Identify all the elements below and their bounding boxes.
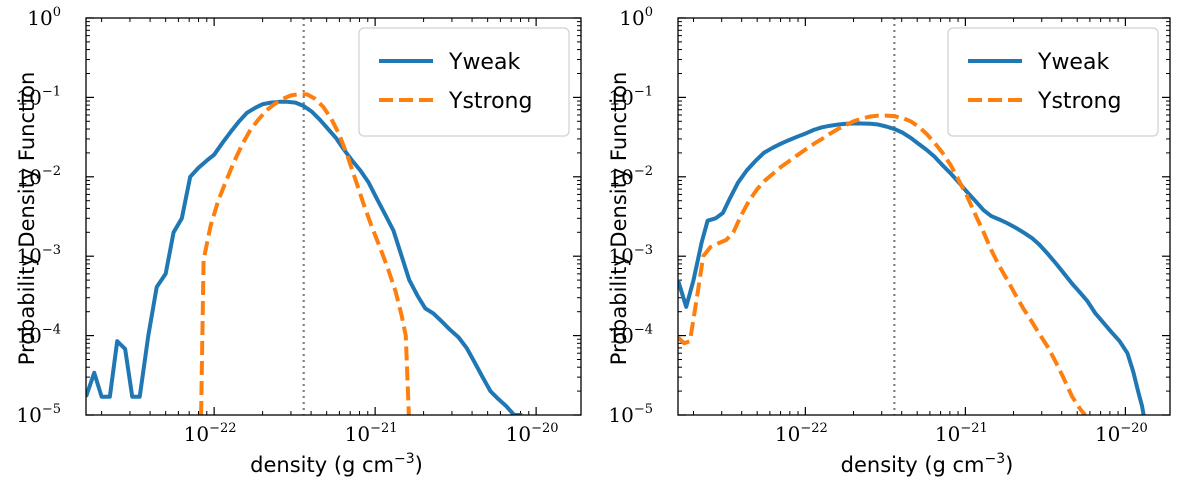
y-tick-label: 10−2	[16, 164, 61, 189]
plot-frame	[85, 17, 582, 416]
y-tick-label: 100	[27, 5, 61, 30]
legend-label-ystrong: Ystrong	[448, 89, 532, 114]
x-axis-label: density (g cm−3)	[250, 451, 423, 477]
y-tick-label: 10−4	[608, 323, 653, 348]
series-line-ystrong	[678, 113, 1087, 415]
x-tick-label: 10−21	[935, 421, 988, 446]
x-axis-label: density (g cm−3)	[841, 451, 1014, 477]
series-line-yweak	[86, 99, 523, 415]
legend-label-yweak: Yweak	[448, 50, 520, 75]
legend-box	[358, 27, 570, 137]
y-axis-label: Probability Density Function	[15, 72, 39, 366]
chart-panel-left: 10−22 10−21 10−20 10−5 10−4 10−3 10−2 10−1 100 Yw…	[15, 5, 582, 477]
legend-label-ystrong: Ystrong	[1037, 89, 1121, 114]
y-tick-label: 10−1	[608, 84, 653, 109]
series-line-ystrong	[199, 92, 411, 415]
plot-frame	[677, 17, 1171, 416]
legend-box	[947, 27, 1159, 137]
y-tick-label: 10−1	[16, 84, 61, 109]
y-axis-label: Probability Density Function	[607, 72, 631, 366]
y-tick-label: 10−5	[608, 402, 653, 427]
y-tick-label: 10−5	[16, 402, 61, 427]
x-tick-label: 10−22	[775, 421, 828, 446]
y-tick-label: 100	[619, 5, 653, 30]
legend: Yweak Ystrong	[358, 27, 570, 137]
y-tick-label: 10−2	[608, 164, 653, 189]
y-tick-label: 10−3	[16, 243, 61, 268]
legend: Yweak Ystrong	[947, 27, 1159, 137]
y-tick-label: 10−3	[608, 243, 653, 268]
x-tick-label: 10−20	[1095, 421, 1148, 446]
legend-label-yweak: Yweak	[1037, 50, 1109, 75]
x-tick-label: 10−22	[184, 421, 237, 446]
y-tick-label: 10−4	[16, 323, 61, 348]
chart-panel-right: 10−22 10−21 10−20 10−5 10−4 10−3 10−2 10−1 100 Yw…	[607, 5, 1171, 477]
series-line-yweak	[678, 121, 1146, 415]
x-tick-label: 10−21	[345, 421, 398, 446]
x-tick-label: 10−20	[506, 421, 559, 446]
